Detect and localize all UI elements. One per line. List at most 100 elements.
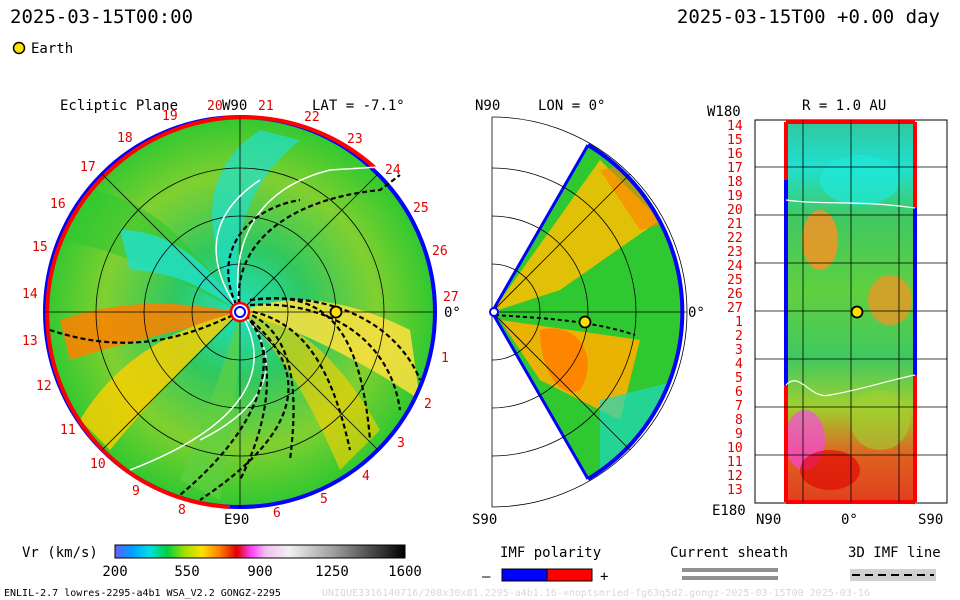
meridional-sun-marker (489, 307, 499, 317)
row-label-9: 9 (735, 427, 743, 442)
ecliptic-boundary-red-top (120, 115, 377, 170)
footer-model-info: ENLIL-2.7 lowres-2295-a4b1 WSA_V2.2 GONG… (4, 588, 281, 599)
ecliptic-boundary-red-bottom (128, 471, 231, 509)
row-label-8: 8 (735, 413, 743, 428)
colorbar-gradient (114, 544, 406, 559)
rot-label-26: 26 (432, 244, 448, 259)
row-label-18: 18 (727, 175, 743, 190)
meridional-bottom-label: S90 (472, 512, 497, 528)
earth-sphere-marker (850, 305, 864, 319)
row-label-11: 11 (727, 455, 743, 470)
meridional-top-label: N90 (475, 98, 500, 114)
rot-label-19: 19 (162, 109, 178, 124)
earth-legend-label: Earth (31, 41, 73, 57)
row-label-14: 14 (727, 119, 743, 134)
sheath-swatch-top (682, 568, 778, 572)
rot-label-23: 23 (347, 132, 363, 147)
rot-label-3: 3 (397, 436, 405, 451)
ecliptic-bottom-label: E90 (224, 512, 249, 528)
sphere-bottom-label: E180 (712, 503, 746, 519)
sphere-x-mid: 0° (841, 512, 858, 528)
row-label-20: 20 (727, 203, 743, 218)
sphere-x-right: S90 (918, 512, 943, 528)
rot-label-2: 2 (424, 397, 432, 412)
rot-label-22: 22 (304, 110, 320, 125)
row-label-10: 10 (727, 441, 743, 456)
imf-negative-swatch (501, 568, 548, 582)
ecliptic-title: Ecliptic Plane (60, 98, 178, 114)
imf-line-label: 3D IMF line (848, 545, 941, 561)
rot-label-6: 6 (273, 506, 281, 521)
row-label-22: 22 (727, 231, 743, 246)
row-label-6: 6 (735, 385, 743, 400)
row-label-12: 12 (727, 469, 743, 484)
rot-label-12: 12 (36, 379, 52, 394)
sphere-x-left: N90 (756, 512, 781, 528)
rot-label-10: 10 (90, 457, 106, 472)
meridional-panel: N90 LON = 0° 0° S90 (472, 98, 705, 528)
row-label-13: 13 (727, 483, 743, 498)
sphere-grid (755, 120, 947, 503)
colorbar: Vr (km/s) 200 550 900 1250 1600 (22, 544, 422, 580)
ecliptic-panel: Ecliptic Plane W90 LAT = -7.1° 0° E90 (22, 98, 461, 528)
earth-ecliptic-marker (329, 305, 343, 319)
rot-label-8: 8 (178, 503, 186, 518)
row-label-26: 26 (727, 287, 743, 302)
row-label-24: 24 (727, 259, 743, 274)
imf-line-legend: 3D IMF line (848, 545, 941, 581)
sphere-r-label: R = 1.0 AU (802, 98, 886, 114)
rot-label-17: 17 (80, 160, 96, 175)
rot-label-5: 5 (320, 492, 328, 507)
header-datetime-left: 2025-03-15T00:00 (10, 6, 193, 28)
imf-polarity-label: IMF polarity (500, 545, 601, 561)
rot-label-18: 18 (117, 131, 133, 146)
ecliptic-top-label: W90 (222, 98, 247, 114)
header-datetime-right: 2025-03-15T00 +0.00 day (677, 6, 940, 28)
current-sheath-label: Current sheath (670, 545, 788, 561)
colorbar-tick-200: 200 (102, 564, 127, 580)
earth-meridional-marker (578, 315, 592, 329)
row-label-23: 23 (727, 245, 743, 260)
row-label-21: 21 (727, 217, 743, 232)
ecliptic-sheath-lines (129, 164, 411, 471)
sphere-sheath-lower (785, 374, 916, 397)
carrington-labels: 27 1 2 3 4 5 6 8 9 10 11 12 13 14 15 16 … (22, 99, 459, 521)
colorbar-tick-900: 900 (247, 564, 272, 580)
row-label-27: 27 (727, 301, 743, 316)
row-label-25: 25 (727, 273, 743, 288)
sphere-row-labels: 14 15 16 17 18 19 20 21 22 23 24 25 26 2… (727, 119, 743, 498)
rot-label-4: 4 (362, 469, 370, 484)
meridional-lon-label: LON = 0° (538, 98, 605, 114)
meridional-imf-line (494, 314, 636, 336)
row-label-16: 16 (727, 147, 743, 162)
rot-label-11: 11 (60, 423, 76, 438)
imf-minus-sign: – (482, 569, 491, 585)
imf-plus-sign: + (600, 569, 608, 585)
sheath-swatch-bottom (682, 576, 778, 580)
footer-run-info: UNIQUE3316140716/208x30x81.2295-a4b1.16-… (322, 588, 870, 599)
rot-label-20: 20 (207, 99, 223, 114)
row-label-19: 19 (727, 189, 743, 204)
rot-label-1: 1 (441, 351, 449, 366)
row-label-5: 5 (735, 371, 743, 386)
ecliptic-lat-label: LAT = -7.1° (312, 98, 405, 114)
colorbar-label: Vr (km/s) (22, 545, 98, 561)
rot-label-21: 21 (258, 99, 274, 114)
colorbar-tick-1600: 1600 (388, 564, 422, 580)
rot-label-16: 16 (50, 197, 66, 212)
sphere-sheath-upper (785, 199, 916, 209)
meridional-grid (491, 116, 688, 508)
meridional-right-label: 0° (688, 305, 705, 321)
rot-label-27: 27 (443, 290, 459, 305)
rot-label-9: 9 (132, 484, 140, 499)
current-sheath-legend: Current sheath (670, 545, 788, 580)
rot-label-24: 24 (385, 163, 401, 178)
row-label-17: 17 (727, 161, 743, 176)
row-label-15: 15 (727, 133, 743, 148)
ecliptic-imf-lines (49, 174, 422, 501)
row-label-1: 1 (735, 315, 743, 330)
colorbar-tick-1250: 1250 (315, 564, 349, 580)
rot-label-25: 25 (413, 201, 429, 216)
ecliptic-boundary-red-left (45, 158, 132, 475)
sphere-top-label: W180 (707, 104, 741, 120)
